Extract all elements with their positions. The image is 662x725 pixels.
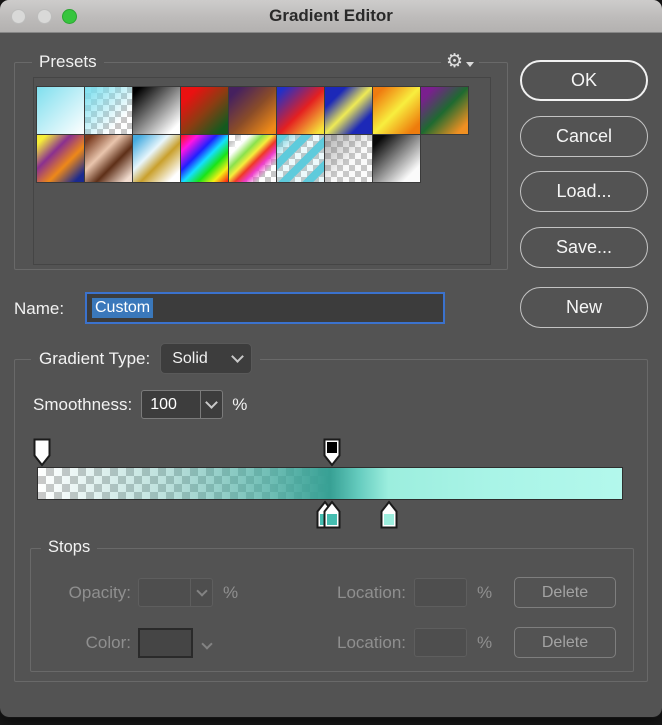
stops-label: Stops [41, 538, 98, 557]
smoothness-input[interactable]: 100 [141, 390, 224, 419]
preset-thumbnail-red-to-green[interactable] [180, 86, 229, 135]
preset-thumbnail-yellow-violet-orange-blue[interactable] [36, 134, 85, 183]
opacity-stop-lane[interactable] [33, 438, 623, 467]
color-location-input[interactable] [414, 628, 467, 657]
gradient-preview-bar[interactable] [37, 467, 623, 500]
name-input[interactable]: Custom [85, 292, 445, 324]
preset-thumbnail-blue-red-yellow[interactable] [276, 86, 325, 135]
preset-thumbnail-black-to-white[interactable] [132, 86, 181, 135]
name-label: Name: [14, 299, 65, 318]
opacity-unit: % [223, 583, 239, 602]
cancel-button[interactable]: Cancel [520, 116, 648, 157]
presets-group: Presets ⚙ [14, 49, 508, 270]
preset-thumbnail-black-white-soft[interactable] [372, 134, 421, 183]
smoothness-unit: % [232, 394, 248, 414]
name-value: Custom [92, 298, 154, 318]
preset-thumbnail-transparent-rainbow[interactable] [228, 134, 277, 183]
chevron-down-icon [231, 350, 245, 363]
preset-thumbnail-spectrum[interactable] [180, 134, 229, 183]
gear-icon: ⚙ [445, 50, 463, 72]
gradient-type-value: Solid [172, 349, 208, 367]
color-chevron[interactable] [201, 627, 215, 658]
preset-thumbnail-chrome-blue-gold[interactable] [132, 134, 181, 183]
gradient-type-label: Gradient Type: [39, 348, 151, 368]
preset-thumbnail-orange-yellow-orange[interactable] [372, 86, 421, 135]
smoothness-dropdown-button[interactable] [200, 391, 222, 418]
title-bar: Gradient Editor [0, 0, 662, 33]
opacity-delete-button[interactable]: Delete [514, 577, 616, 608]
opacity-location-unit: % [477, 583, 493, 602]
preset-grid [36, 86, 477, 183]
stops-group: Stops Opacity: % Location: % Delete Colo… [30, 538, 634, 672]
opacity-stop[interactable] [322, 438, 342, 467]
presets-menu-button[interactable]: ⚙ [440, 49, 479, 73]
preset-thumbnail-violet-to-orange[interactable] [228, 86, 277, 135]
load-button[interactable]: Load... [520, 171, 648, 212]
color-delete-button[interactable]: Delete [514, 627, 616, 658]
color-label: Color: [85, 633, 131, 652]
chevron-down-icon [201, 638, 213, 650]
chevron-down-icon [195, 585, 208, 597]
gradient-group: Gradient Type: Solid Smoothness: 100 % [14, 343, 648, 682]
opacity-input[interactable] [138, 578, 213, 607]
window-title: Gradient Editor [269, 6, 393, 25]
color-location-label: Location: [337, 633, 406, 652]
presets-label: Presets [32, 52, 104, 72]
chevron-down-icon [205, 396, 219, 409]
opacity-location-label: Location: [337, 583, 406, 602]
color-stop[interactable] [379, 500, 399, 529]
close-button[interactable] [11, 9, 26, 24]
minimize-button[interactable] [37, 9, 52, 24]
opacity-dropdown-button[interactable] [190, 579, 212, 606]
color-location-unit: % [477, 633, 493, 652]
preset-thumbnail-purple-green-orange[interactable] [420, 86, 469, 135]
gradient-type-select[interactable]: Solid [160, 343, 253, 374]
preset-thumbnail-cyan-to-white[interactable] [36, 86, 85, 135]
presets-panel [33, 77, 491, 265]
ok-button[interactable]: OK [520, 60, 648, 101]
color-stop-lane[interactable] [37, 500, 623, 529]
smoothness-value: 100 [150, 395, 177, 413]
preset-thumbnail-neutral-transparent[interactable] [324, 134, 373, 183]
color-stop[interactable] [322, 500, 342, 529]
color-swatch[interactable] [138, 628, 193, 658]
preset-thumbnail-copper[interactable] [84, 134, 133, 183]
smoothness-label: Smoothness: [33, 394, 133, 414]
opacity-location-input[interactable] [414, 578, 467, 607]
save-button[interactable]: Save... [520, 227, 648, 268]
new-button[interactable]: New [520, 287, 648, 328]
caret-down-icon [466, 61, 474, 67]
preset-thumbnail-transparent-cyan-stripes[interactable] [276, 134, 325, 183]
preset-thumbnail-cyan-to-transparent[interactable] [84, 86, 133, 135]
zoom-button[interactable] [62, 9, 77, 24]
opacity-value [139, 579, 190, 606]
opacity-stop[interactable] [32, 438, 52, 467]
opacity-label: Opacity: [68, 583, 131, 602]
preset-thumbnail-blue-yellow-blue[interactable] [324, 86, 373, 135]
